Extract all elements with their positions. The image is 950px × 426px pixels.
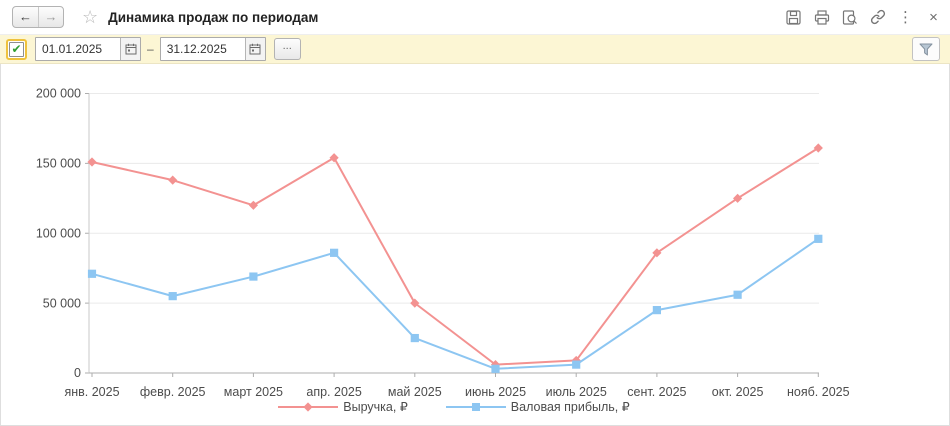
date-from-field <box>35 37 141 61</box>
nav-buttons: ← → <box>12 6 64 28</box>
close-icon[interactable]: × <box>925 9 942 26</box>
x-tick-label: сент. 2025 <box>627 385 686 399</box>
calendar-icon[interactable] <box>244 38 265 60</box>
x-tick-label: июнь 2025 <box>465 385 526 399</box>
square-marker-icon <box>445 402 506 411</box>
diamond-marker-icon <box>278 401 339 412</box>
chart-svg: 0 50 000 100 000 150 000 200 000 янв. 2025 фев… <box>36 87 850 399</box>
series-line <box>91 147 819 366</box>
data-point <box>813 143 823 153</box>
filter-button[interactable] <box>912 37 940 61</box>
chart-area: 0 50 000 100 000 150 000 200 000 янв. 2025 фев… <box>0 64 950 426</box>
legend-label: Валовая прибыль, ₽ <box>510 400 630 414</box>
data-point <box>652 306 661 315</box>
data-point <box>330 248 339 257</box>
page-title: Динамика продаж по периодам <box>108 9 319 25</box>
y-tick-label: 0 <box>74 366 81 380</box>
legend-item: Выручка, ₽ <box>278 399 408 414</box>
filter-bar: ✔ – ... <box>0 34 950 64</box>
checkbox-check-icon: ✔ <box>9 41 24 57</box>
data-point <box>814 234 823 243</box>
data-point <box>410 298 420 308</box>
save-icon[interactable] <box>785 9 802 26</box>
favorite-star-icon[interactable]: ☆ <box>82 7 99 27</box>
data-point <box>571 355 581 366</box>
data-point <box>168 175 178 185</box>
period-options-button[interactable]: ... <box>273 38 301 60</box>
y-tick-label: 50 000 <box>43 296 81 310</box>
data-point <box>168 292 177 301</box>
data-point <box>87 157 97 167</box>
data-point <box>733 290 742 299</box>
x-tick-label: февр. 2025 <box>140 385 206 399</box>
data-point <box>249 272 258 281</box>
y-tick-label: 150 000 <box>36 157 81 171</box>
data-point <box>87 269 97 278</box>
x-tick-label: нояб. 2025 <box>787 385 850 399</box>
range-separator: – <box>147 42 154 56</box>
data-point <box>652 248 662 258</box>
data-point <box>491 364 500 373</box>
print-icon[interactable] <box>813 9 830 26</box>
y-tick-label: 100 000 <box>36 226 81 240</box>
calendar-icon[interactable] <box>120 38 140 60</box>
more-icon[interactable]: ⋮ <box>898 8 913 26</box>
link-icon[interactable] <box>869 9 886 26</box>
date-to-input[interactable] <box>160 38 245 60</box>
toolbar-actions: ⋮ × <box>785 9 942 26</box>
period-checkbox[interactable]: ✔ <box>6 38 27 60</box>
date-to-field <box>159 37 266 61</box>
funnel-icon <box>919 43 933 55</box>
toolbar: ← → ☆ Динамика продаж по периодам <box>0 0 950 34</box>
x-tick-label: окт. 2025 <box>712 385 764 399</box>
x-tick-label: май 2025 <box>388 385 442 399</box>
x-tick-label: янв. 2025 <box>64 385 119 399</box>
legend-item: Валовая прибыль, ₽ <box>445 399 630 414</box>
data-point <box>733 193 743 203</box>
data-point <box>410 333 419 343</box>
data-point <box>248 200 258 210</box>
forward-button[interactable]: → <box>38 7 63 27</box>
data-point <box>329 153 339 163</box>
x-tick-label: март 2025 <box>224 385 283 399</box>
chart-legend: Выручка, ₽ Валовая прибыль, ₽ <box>0 399 908 414</box>
back-button[interactable]: ← <box>13 7 38 27</box>
x-tick-label: июль 2025 <box>546 385 607 399</box>
date-from-input[interactable] <box>36 38 120 60</box>
data-point <box>572 360 581 369</box>
x-tick-label: апр. 2025 <box>306 385 361 399</box>
legend-label: Выручка, ₽ <box>343 400 408 414</box>
preview-icon[interactable] <box>841 9 858 26</box>
series-line <box>91 238 819 370</box>
y-tick-label: 200 000 <box>36 87 81 101</box>
